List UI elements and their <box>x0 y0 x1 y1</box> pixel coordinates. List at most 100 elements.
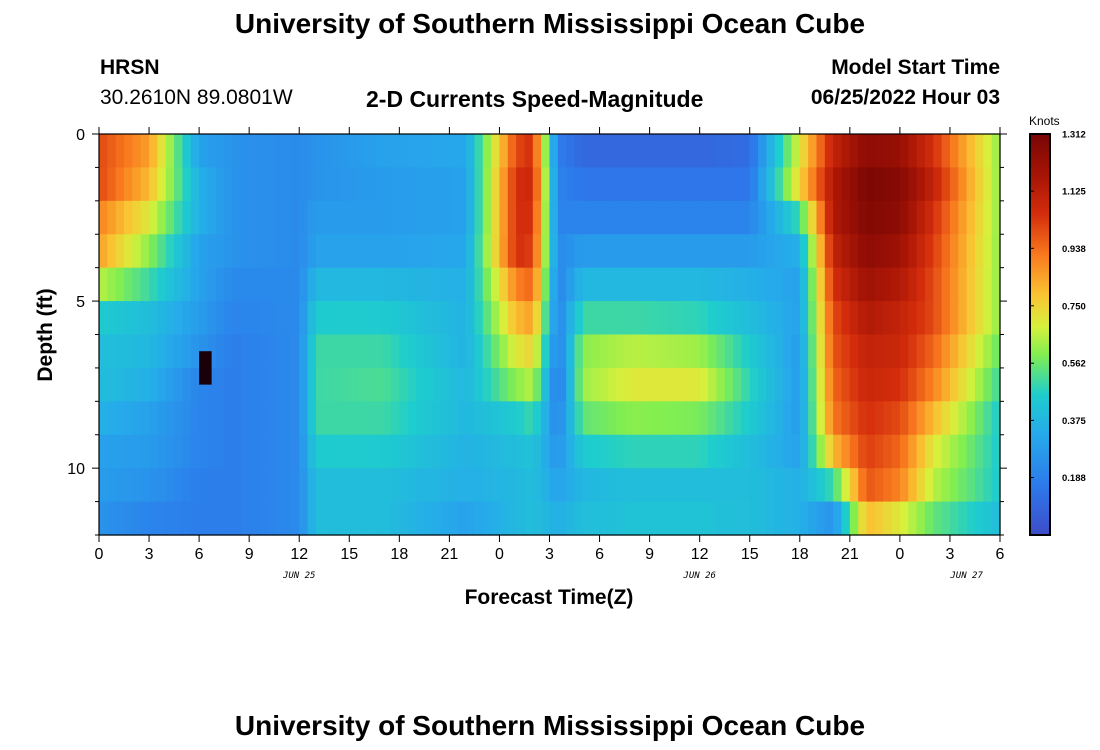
heatmap-cell <box>124 167 133 202</box>
heatmap-cell <box>724 134 734 169</box>
heatmap-cell <box>165 301 175 336</box>
heatmap-cell <box>616 367 626 402</box>
heatmap-cell <box>332 334 342 369</box>
heatmap-cell <box>808 167 818 202</box>
y-tick-label: 5 <box>76 294 85 311</box>
heatmap-cell <box>265 434 275 469</box>
heatmap-cell <box>899 501 909 536</box>
heatmap-cell <box>607 401 617 436</box>
heatmap-cell <box>833 234 843 269</box>
heatmap-cell <box>674 167 684 202</box>
heatmap-cell <box>174 334 184 369</box>
heatmap-cell <box>507 301 517 336</box>
heatmap-cell <box>891 301 901 336</box>
heatmap-cell <box>165 334 175 369</box>
heatmap-cell <box>849 267 859 302</box>
heatmap-cell <box>374 200 384 235</box>
heatmap-cell <box>224 267 234 302</box>
heatmap-cell <box>958 401 968 436</box>
heatmap-cell <box>499 367 509 402</box>
heatmap-cell <box>724 468 734 503</box>
heatmap-cell <box>641 501 651 536</box>
heatmap-cell <box>649 234 659 269</box>
heatmap-cell <box>641 367 651 402</box>
heatmap-cell <box>741 167 751 202</box>
heatmap-cell <box>866 401 876 436</box>
heatmap-cell <box>149 434 158 469</box>
x-tick-label: 21 <box>841 546 859 563</box>
heatmap-cell <box>107 200 117 235</box>
heatmap-cell <box>933 301 943 336</box>
heatmap-cell <box>249 501 259 536</box>
heatmap-cell <box>357 468 367 503</box>
heatmap-cell <box>682 501 692 536</box>
heatmap-cell <box>491 301 501 336</box>
heatmap-cell <box>632 468 642 503</box>
heatmap-cell <box>549 267 559 302</box>
heatmap-cell <box>432 200 442 235</box>
heatmap-cell <box>566 301 576 336</box>
heatmap-cell <box>549 367 559 402</box>
heatmap-cell <box>866 200 876 235</box>
heatmap-cell <box>416 134 425 169</box>
heatmap-cell <box>616 468 626 503</box>
heatmap-cell <box>607 367 617 402</box>
heatmap-cell <box>916 334 926 369</box>
heatmap-cell <box>716 401 726 436</box>
heatmap-cell <box>399 200 409 235</box>
heatmap-cell <box>924 468 934 503</box>
heatmap-cell <box>399 301 409 336</box>
heatmap-cell <box>107 234 117 269</box>
heatmap-cell <box>708 301 717 336</box>
heatmap-cell <box>974 401 984 436</box>
heatmap-cell <box>482 200 492 235</box>
heatmap-cell <box>566 501 576 536</box>
heatmap-cell <box>582 134 592 169</box>
heatmap-cell <box>841 134 851 169</box>
heatmap-cell <box>507 334 517 369</box>
heatmap-cell <box>649 468 659 503</box>
heatmap-cell <box>407 334 417 369</box>
heatmap-cell <box>591 267 601 302</box>
heatmap-cell <box>365 401 375 436</box>
heatmap-cell <box>407 401 417 436</box>
heatmap-cell <box>716 134 726 169</box>
heatmap-cell <box>466 401 476 436</box>
heatmap-cell <box>624 134 634 169</box>
heatmap-cell <box>966 134 976 169</box>
y-tick-label: 0 <box>76 127 85 144</box>
heatmap-cell <box>599 401 609 436</box>
heatmap-cell <box>265 167 275 202</box>
heatmap-cell <box>290 267 300 302</box>
heatmap-cell <box>290 401 300 436</box>
heatmap-cell <box>449 167 459 202</box>
heatmap-cell <box>816 434 826 469</box>
heatmap-cell <box>274 301 284 336</box>
heatmap-cell <box>574 367 584 402</box>
heatmap-cell <box>474 301 484 336</box>
heatmap-cell <box>365 134 375 169</box>
heatmap-cell <box>699 401 709 436</box>
heatmap-cell <box>507 434 517 469</box>
heatmap-cell <box>632 401 642 436</box>
heatmap-cell <box>741 401 751 436</box>
heatmap-cell <box>132 334 142 369</box>
heatmap-cell <box>232 334 242 369</box>
heatmap-cell <box>624 234 634 269</box>
heatmap-cell <box>816 301 826 336</box>
heatmap-cell <box>716 234 726 269</box>
heatmap-cell <box>949 234 959 269</box>
heatmap-cell <box>933 468 943 503</box>
heatmap-cell <box>532 167 542 202</box>
heatmap-cell <box>974 434 984 469</box>
heatmap-cell <box>482 468 492 503</box>
heatmap-cell <box>390 367 400 402</box>
heatmap-cell <box>332 401 342 436</box>
heatmap-cell <box>524 468 534 503</box>
heatmap-cell <box>132 301 142 336</box>
heatmap-cell <box>591 501 601 536</box>
heatmap-cell <box>883 167 893 202</box>
heatmap-cell <box>657 134 667 169</box>
heatmap-cell <box>424 401 434 436</box>
heatmap-cell <box>215 434 225 469</box>
